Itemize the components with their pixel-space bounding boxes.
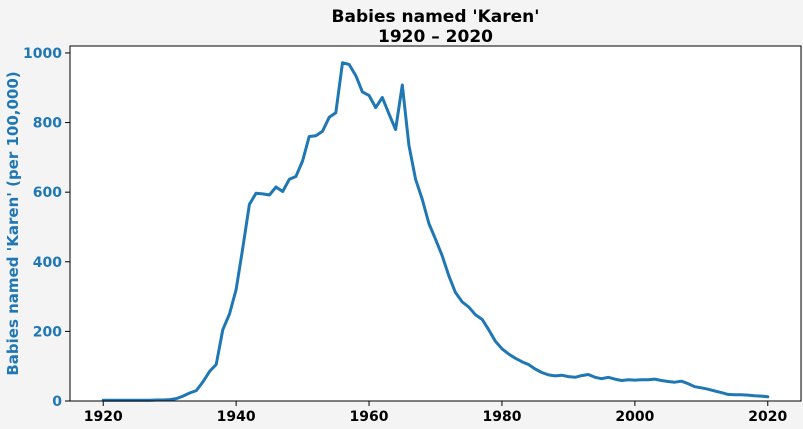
- y-tick-label: 600: [33, 185, 62, 201]
- plot-area: [70, 46, 801, 401]
- x-tick-label: 1960: [350, 409, 389, 425]
- x-tick-label: 2020: [748, 409, 787, 425]
- plot-border: [69, 45, 802, 402]
- x-tick-label: 1980: [482, 409, 521, 425]
- axis-ticks: 1920 1940 1960 1980 2000 2020 0 200 400 600 800 100…: [23, 46, 787, 425]
- series-line: [101, 61, 770, 402]
- y-axis-label: Babies named 'Karen' (per 100,000): [4, 71, 22, 375]
- x-tick-label: 2000: [615, 409, 654, 425]
- chart-title: Babies named 'Karen': [332, 7, 540, 27]
- y-tick-label: 0: [52, 394, 62, 410]
- plot-frame: [69, 45, 802, 402]
- y-tick-label: 1000: [23, 46, 62, 62]
- series-layer: [101, 61, 770, 402]
- y-tick-label: 200: [33, 324, 62, 340]
- y-tick-label: 400: [33, 255, 62, 271]
- x-tick-label: 1920: [84, 409, 123, 425]
- chart-subtitle: 1920 – 2020: [378, 27, 493, 47]
- x-tick-label: 1940: [217, 409, 256, 425]
- y-tick-label: 800: [33, 116, 62, 132]
